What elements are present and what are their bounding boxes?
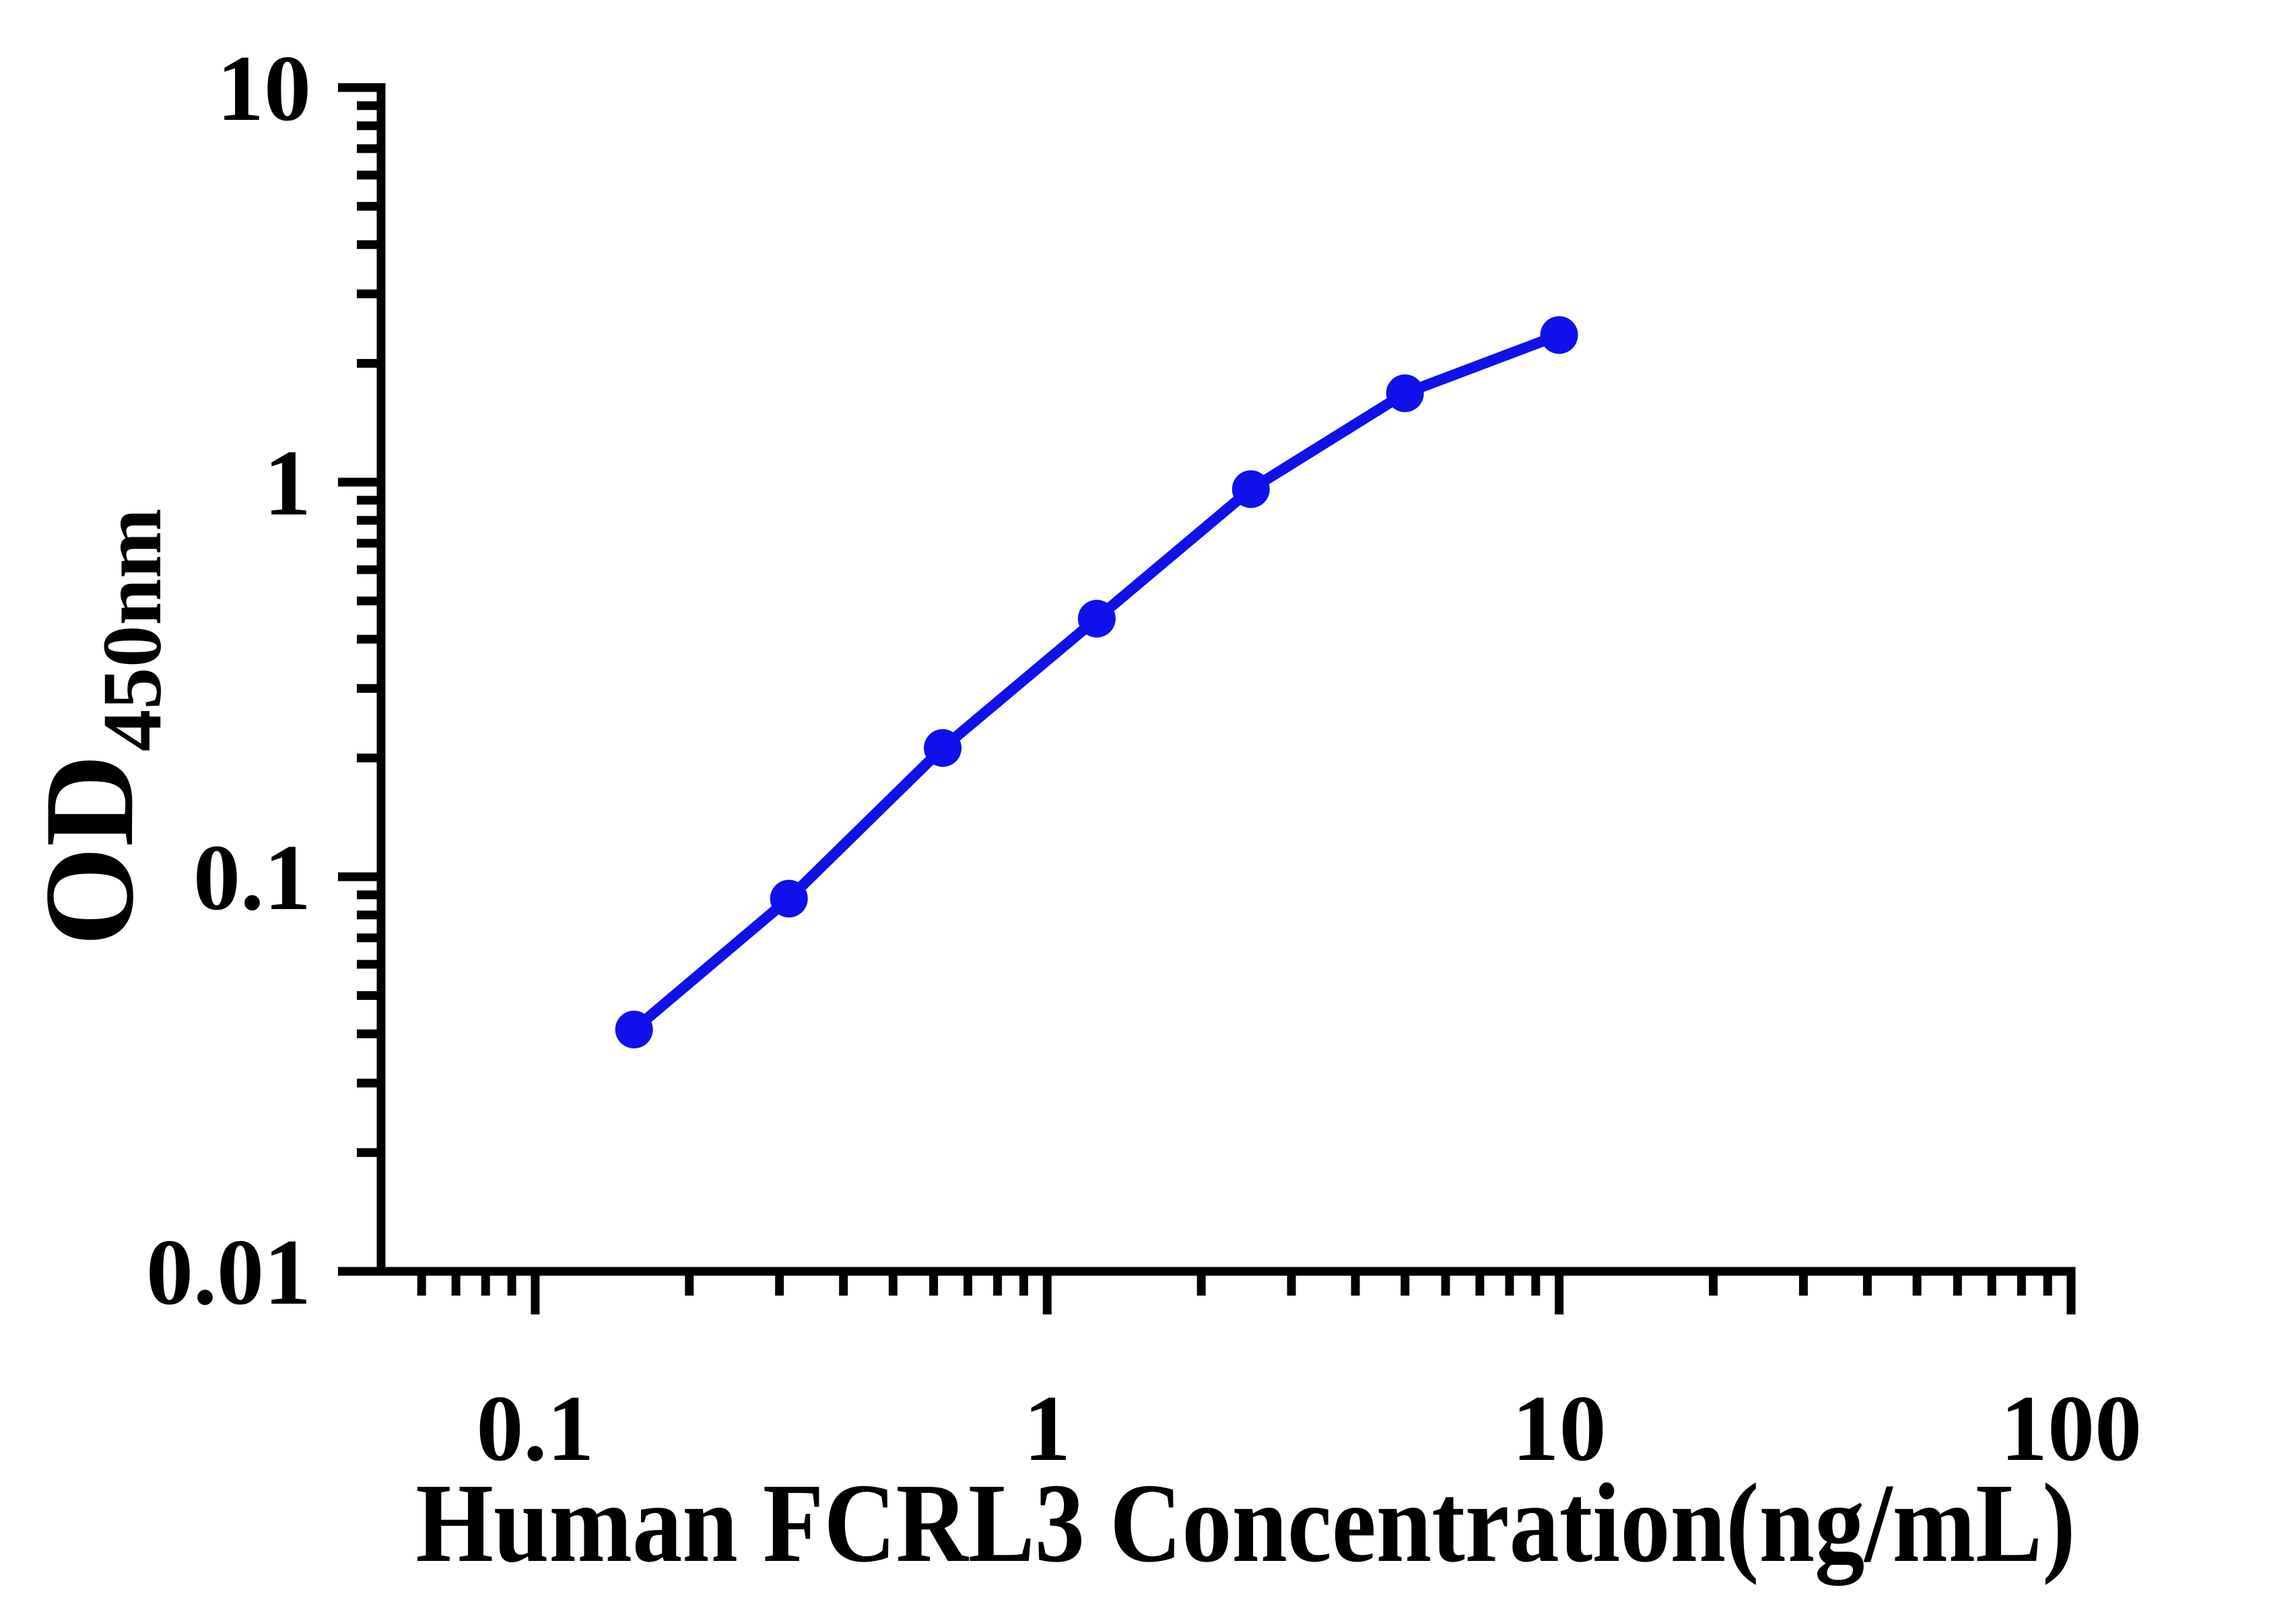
axis-ticks — [338, 83, 2076, 1314]
data-point — [770, 879, 808, 918]
data-point — [1231, 470, 1270, 508]
y-axis-title-main: OD — [19, 754, 160, 946]
axis-tick-labels: 0.1 1 10 100 10 1 0.1 0.01 — [146, 36, 2142, 1481]
axes — [376, 83, 2076, 1276]
x-axis-title: Human FCRL3 Concentration(ng/mL) — [416, 1461, 2076, 1586]
series-line — [630, 330, 1561, 1034]
data-point — [615, 1010, 653, 1048]
data-series — [615, 316, 1578, 1048]
data-point — [1540, 316, 1578, 354]
y-tick-label: 0.1 — [193, 826, 311, 930]
y-tick-label: 1 — [264, 431, 311, 535]
data-point — [1386, 374, 1424, 412]
data-point — [924, 729, 962, 767]
y-axis-title: OD 450nm — [19, 508, 179, 946]
x-tick-label: 0.1 — [476, 1376, 594, 1481]
y-tick-label: 10 — [217, 36, 311, 141]
x-tick-label: 1 — [1023, 1376, 1071, 1481]
y-tick-label: 0.01 — [146, 1220, 311, 1325]
data-point — [1077, 599, 1116, 638]
x-tick-label: 10 — [1512, 1376, 1607, 1481]
x-tick-label: 100 — [2000, 1376, 2142, 1481]
y-axis-title-subscript: 450nm — [86, 508, 179, 751]
